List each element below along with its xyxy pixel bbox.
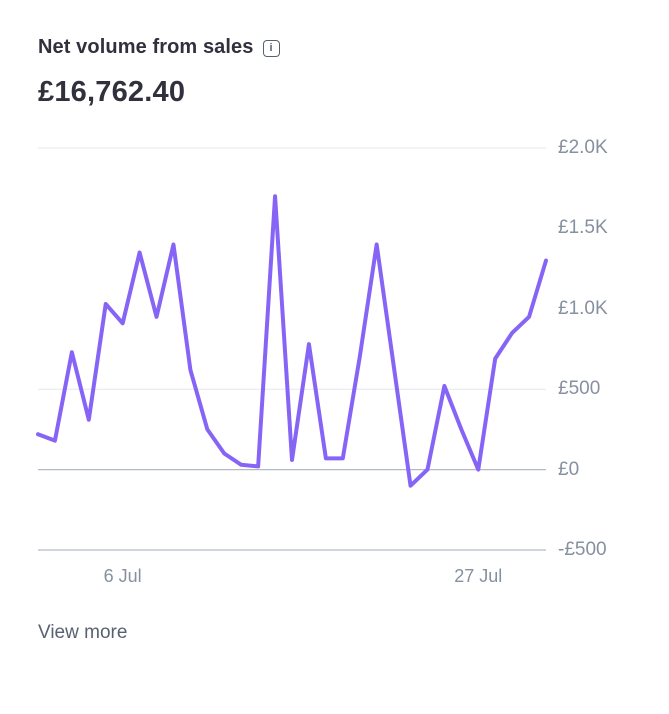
card-header: Net volume from sales i xyxy=(38,36,280,59)
y-axis-label: £1.5K xyxy=(558,217,608,239)
net-volume-line-series[interactable] xyxy=(36,194,548,488)
y-axis-label: £2.0K xyxy=(558,137,608,158)
y-axis-label: £500 xyxy=(558,378,601,400)
info-icon[interactable]: i xyxy=(262,40,280,57)
y-axis-label: -£500 xyxy=(558,539,607,560)
net-volume-amount: £16,762.40 xyxy=(38,76,186,108)
view-more-link[interactable]: View more xyxy=(38,622,128,643)
card-title: Net volume from sales xyxy=(38,36,254,58)
y-axis-label: £0 xyxy=(558,458,580,480)
x-axis-label: 27 Jul xyxy=(454,566,503,586)
y-axis-label: £1.0K xyxy=(558,297,608,319)
x-axis-label: 6 Jul xyxy=(103,566,142,586)
